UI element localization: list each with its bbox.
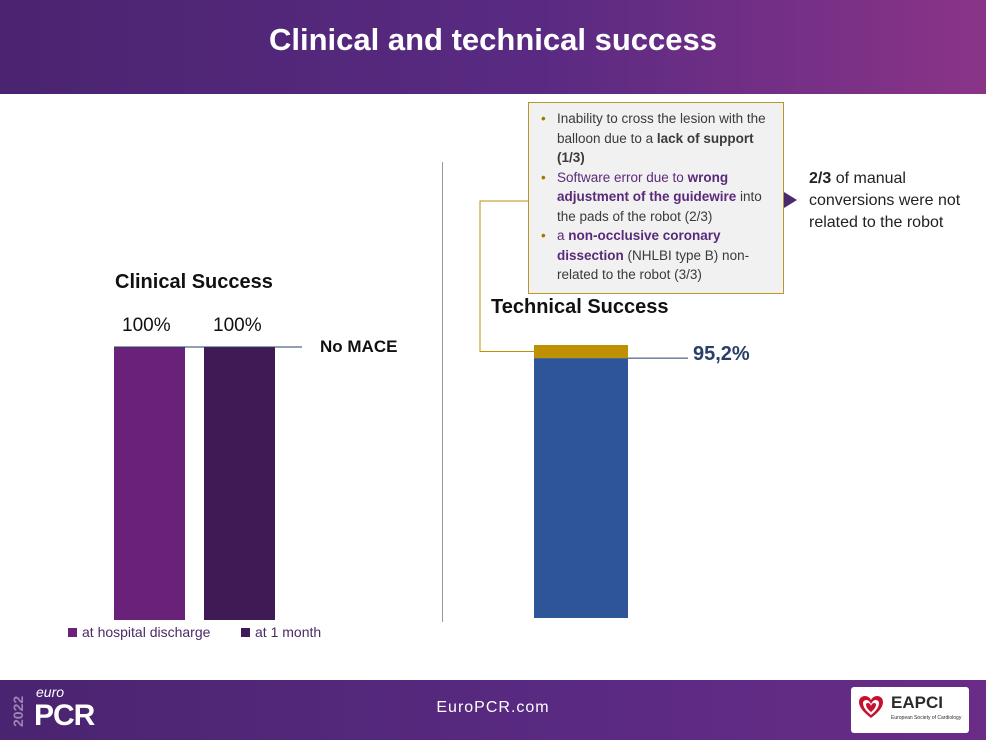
side-note-text: of manual conversions were not related t… [809, 170, 961, 231]
callout-item-lack-of-support: Inability to cross the lesion with the b… [539, 109, 775, 168]
legend-item-one-month: at 1 month [241, 624, 321, 640]
callout-item2-text: Software error due to [557, 169, 688, 185]
bar-label-discharge: 100% [122, 315, 171, 336]
legend-item-discharge: at hospital discharge [68, 624, 210, 640]
legend-label-one-month: at 1 month [255, 624, 322, 640]
callout-item2-bold: wrong adjustment of the guidewire [557, 169, 737, 205]
title-bar: Clinical and technical success [0, 0, 986, 94]
eapci-wordmark: EAPCI [891, 693, 943, 712]
callout-item-software-error: Software error due to wrong adjustment o… [539, 168, 775, 227]
callout-item-dissection: a non-occlusive coronary dissection (NHL… [539, 226, 775, 285]
legend-label-discharge: at hospital discharge [82, 624, 211, 640]
callout-item3-bold: non-occlusive coronary dissection [557, 228, 721, 263]
panel-divider [442, 162, 443, 622]
side-note-arrow [784, 192, 797, 208]
technical-value-label: 95,2% [693, 343, 750, 365]
side-note-bold: 2/3 [809, 170, 832, 187]
footer-url-link[interactable]: EuroPCR.com [436, 699, 550, 716]
clinical-bar-discharge [114, 347, 185, 620]
no-mace-annotation: No MACE [320, 337, 398, 356]
callout-item3-text: a [557, 228, 569, 243]
technical-success-title: Technical Success [491, 296, 669, 318]
logo-euro: euro [36, 684, 65, 700]
clinical-success-title: Clinical Success [115, 271, 273, 293]
eapci-subtitle: European Society of Cardiology [891, 715, 962, 721]
slide-title: Clinical and technical success [269, 22, 717, 57]
failure-connector-line [479, 200, 534, 353]
eapci-logo: EAPCI European Society of Cardiology [851, 687, 969, 733]
manual-conversion-note: 2/3 of manual conversions were not relat… [809, 168, 984, 234]
callout-item2-post: into the pads of the robot (2/3) [557, 189, 762, 224]
footer-bar: 2022 euro PCR EuroPCR.com EAPCI European… [0, 680, 986, 740]
clinical-bar-one-month [204, 347, 275, 620]
legend-swatch-one-month [241, 628, 250, 637]
failure-reasons-callout: Inability to cross the lesion with the b… [528, 102, 784, 294]
heart-icon [859, 696, 883, 718]
technical-success-bar [534, 358, 628, 618]
legend-swatch-discharge [68, 628, 77, 637]
bar-label-one-month: 100% [213, 315, 262, 336]
callout-item3-post: (NHLBI type B) non-related to the robot … [557, 247, 750, 283]
logo-pcr: PCR [34, 699, 95, 732]
technical-failure-bar [534, 345, 628, 359]
callout-item1-bold: lack of support (1/3) [557, 130, 754, 166]
callout-item1-text: Inability to cross the lesion with the b… [557, 111, 766, 146]
